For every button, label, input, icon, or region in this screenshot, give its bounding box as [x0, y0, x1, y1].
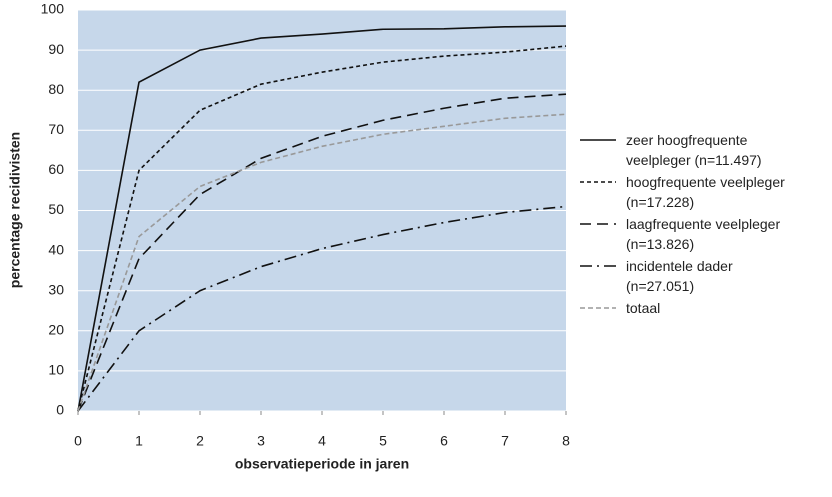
legend-label: hoogfrequente veelpleger (n=17.228)	[626, 174, 785, 210]
x-tick-label: 2	[196, 433, 204, 449]
y-tick-label: 50	[48, 201, 64, 217]
y-tick-label: 80	[48, 81, 64, 97]
legend-item: totaal	[578, 298, 828, 318]
legend: zeer hoogfrequente veelpleger (n=11.497)…	[578, 130, 828, 320]
y-tick-label: 100	[41, 1, 65, 17]
y-tick-label: 30	[48, 281, 64, 297]
y-tick-label: 90	[48, 41, 64, 57]
legend-label: incidentele dader (n=27.051)	[626, 258, 733, 294]
series-line	[77, 25, 567, 412]
y-tick-label: 60	[48, 161, 64, 177]
legend-label: laagfrequente veelpleger (n=13.826)	[626, 216, 781, 252]
legend-label: totaal	[626, 300, 661, 316]
legend-swatch	[580, 139, 616, 141]
x-tick-label: 5	[379, 433, 387, 449]
series-line	[77, 45, 567, 412]
y-axis-label: percentage recidivisten	[7, 132, 23, 288]
legend-item: incidentele dader (n=27.051)	[578, 256, 828, 296]
x-tick-label: 3	[257, 433, 265, 449]
x-tick-label: 7	[501, 433, 509, 449]
x-tick-label: 6	[440, 433, 448, 449]
series-line	[77, 93, 567, 412]
y-tick-label: 70	[48, 121, 64, 137]
legend-item: zeer hoogfrequente veelpleger (n=11.497)	[578, 130, 828, 170]
legend-item: hoogfrequente veelpleger (n=17.228)	[578, 172, 828, 212]
y-tick-label: 10	[48, 362, 64, 378]
legend-swatch	[580, 181, 616, 183]
legend-swatch	[580, 223, 616, 225]
y-tick-label: 0	[56, 402, 64, 418]
legend-item: laagfrequente veelpleger (n=13.826)	[578, 214, 828, 254]
x-tick-label: 0	[74, 433, 82, 449]
series-line	[77, 205, 567, 412]
legend-swatch	[580, 307, 616, 309]
x-tick-label: 8	[562, 433, 570, 449]
x-axis-label: observatieperiode in jaren	[235, 456, 409, 472]
x-tick-label: 1	[135, 433, 143, 449]
legend-label: zeer hoogfrequente veelpleger (n=11.497)	[626, 132, 762, 168]
series-line	[77, 113, 567, 412]
legend-swatch	[580, 265, 616, 267]
x-tick-label: 4	[318, 433, 326, 449]
y-tick-label: 40	[48, 241, 64, 257]
y-tick-label: 20	[48, 322, 64, 338]
